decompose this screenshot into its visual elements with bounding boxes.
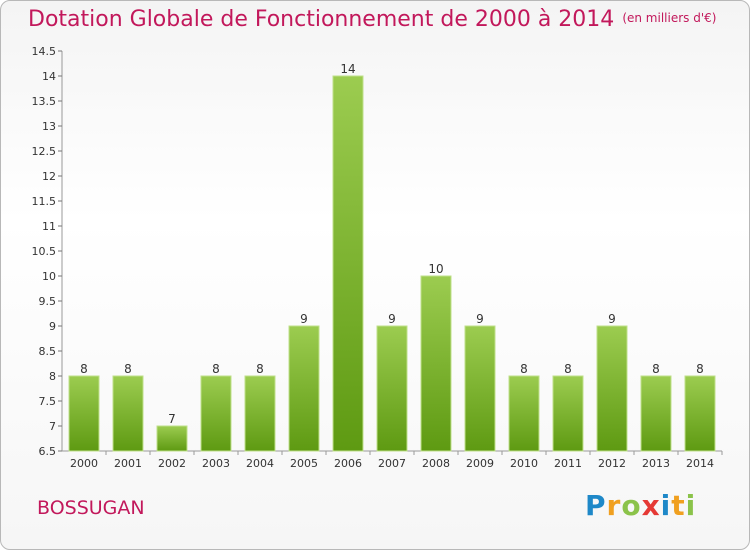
bar-2001 <box>112 375 144 452</box>
proxiti-logo: Proxiti <box>585 489 697 522</box>
bar-2004 <box>244 375 276 452</box>
value-label-2008: 10 <box>428 262 443 276</box>
y-tick-label: 6.5 <box>39 445 57 458</box>
value-label-2004: 8 <box>256 362 264 376</box>
value-label-2013: 8 <box>652 362 660 376</box>
y-tick-label: 8.5 <box>39 345 57 358</box>
y-tick-label: 8 <box>49 370 56 383</box>
y-tick-label: 7.5 <box>39 395 57 408</box>
y-tick-label: 12 <box>42 170 56 183</box>
bar-2000 <box>68 375 100 452</box>
value-label-2007: 9 <box>388 312 396 326</box>
y-tick-label: 9 <box>49 320 56 333</box>
value-label-2005: 9 <box>300 312 308 326</box>
x-tick-label-2014: 2014 <box>686 457 714 470</box>
x-tick-label-2008: 2008 <box>422 457 450 470</box>
y-tick-label: 12.5 <box>32 145 57 158</box>
bar-2010 <box>508 375 540 452</box>
bar-2007 <box>376 325 408 452</box>
value-label-2006: 14 <box>340 62 355 76</box>
value-label-2002: 7 <box>168 412 176 426</box>
y-tick-label: 9.5 <box>39 295 57 308</box>
y-tick-label: 11 <box>42 220 56 233</box>
value-label-2000: 8 <box>80 362 88 376</box>
town-name: BOSSUGAN <box>37 497 145 519</box>
bar-2006 <box>332 75 364 452</box>
y-tick-label: 10.5 <box>32 245 57 258</box>
value-label-2009: 9 <box>476 312 484 326</box>
bar-2014 <box>684 375 716 452</box>
bar-2009 <box>464 325 496 452</box>
x-tick-label-2010: 2010 <box>510 457 538 470</box>
x-tick-label-2009: 2009 <box>466 457 494 470</box>
x-tick-label-2000: 2000 <box>70 457 98 470</box>
y-tick-label: 7 <box>49 420 56 433</box>
y-tick-label: 13.5 <box>32 95 57 108</box>
value-label-2014: 8 <box>696 362 704 376</box>
x-tick-label-2006: 2006 <box>334 457 362 470</box>
x-tick-label-2003: 2003 <box>202 457 230 470</box>
bar-2003 <box>200 375 232 452</box>
value-label-2011: 8 <box>564 362 572 376</box>
bar-2013 <box>640 375 672 452</box>
y-tick-label: 11.5 <box>32 195 57 208</box>
title-text: Dotation Globale de Fonctionnement de 20… <box>28 7 615 32</box>
value-label-2001: 8 <box>124 362 132 376</box>
x-tick-label-2012: 2012 <box>598 457 626 470</box>
bar-2008 <box>420 275 452 452</box>
value-label-2003: 8 <box>212 362 220 376</box>
title-unit: (en milliers d'€) <box>622 11 717 25</box>
x-tick-label-2004: 2004 <box>246 457 274 470</box>
chart-title: Dotation Globale de Fonctionnement de 20… <box>28 7 716 32</box>
bar-2005 <box>288 325 320 452</box>
bar-2012 <box>596 325 628 452</box>
x-tick-label-2005: 2005 <box>290 457 318 470</box>
bar-2002 <box>156 425 188 452</box>
y-tick-label: 14 <box>42 70 56 83</box>
x-tick-label-2002: 2002 <box>158 457 186 470</box>
value-label-2010: 8 <box>520 362 528 376</box>
y-tick-label: 14.5 <box>32 45 57 58</box>
y-tick-label: 10 <box>42 270 56 283</box>
x-tick-label-2007: 2007 <box>378 457 406 470</box>
y-tick-label: 13 <box>42 120 56 133</box>
bar-2011 <box>552 375 584 452</box>
x-tick-label-2001: 2001 <box>114 457 142 470</box>
x-tick-label-2011: 2011 <box>554 457 582 470</box>
value-label-2012: 9 <box>608 312 616 326</box>
x-tick-label-2013: 2013 <box>642 457 670 470</box>
